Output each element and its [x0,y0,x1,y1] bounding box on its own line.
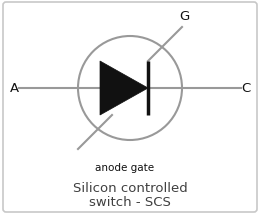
Text: G: G [179,9,189,23]
Text: C: C [241,81,251,95]
Polygon shape [100,61,148,115]
Text: anode gate: anode gate [95,163,154,173]
FancyBboxPatch shape [3,2,257,212]
Text: A: A [9,81,18,95]
Text: switch - SCS: switch - SCS [89,195,171,209]
Text: Silicon controlled: Silicon controlled [73,181,187,195]
